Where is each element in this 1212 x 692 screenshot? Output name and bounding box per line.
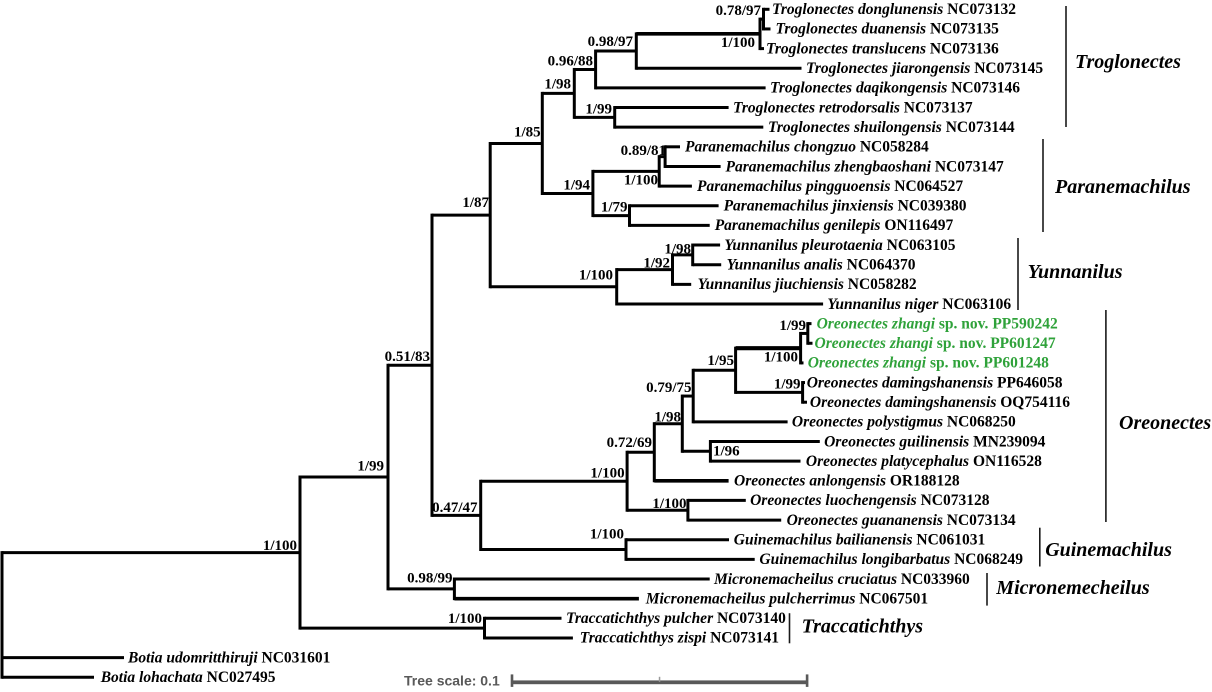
svg-text:Oreonectes damingshanensis OQ7: Oreonectes damingshanensis OQ754116 xyxy=(810,394,1070,411)
svg-text:1/100: 1/100 xyxy=(579,268,613,284)
svg-text:Tree scale: 0.1: Tree scale: 0.1 xyxy=(404,673,500,689)
svg-text:1/100: 1/100 xyxy=(448,611,482,627)
svg-text:Troglonectes translucens NC073: Troglonectes translucens NC073136 xyxy=(766,40,999,57)
svg-text:Oreonectes polystigmus NC06825: Oreonectes polystigmus NC068250 xyxy=(792,414,1016,431)
svg-text:Troglonectes donglunensis NC07: Troglonectes donglunensis NC073132 xyxy=(772,1,1016,18)
svg-text:Paranemachilus zhengbaoshani N: Paranemachilus zhengbaoshani NC073147 xyxy=(726,158,1004,175)
svg-text:Guinemachilus longibarbatus NC: Guinemachilus longibarbatus NC068249 xyxy=(759,551,1023,568)
svg-text:1/99: 1/99 xyxy=(357,459,384,475)
svg-text:Oreonectes zhangi sp. nov. PP5: Oreonectes zhangi sp. nov. PP590242 xyxy=(817,315,1058,332)
svg-text:1/100: 1/100 xyxy=(590,526,624,542)
svg-text:1/99: 1/99 xyxy=(779,318,806,334)
svg-text:Troglonectes jiarongensis NC07: Troglonectes jiarongensis NC073145 xyxy=(806,60,1043,77)
svg-text:Paranemachilus genilepis ON116: Paranemachilus genilepis ON116497 xyxy=(715,217,954,234)
svg-text:1/94: 1/94 xyxy=(563,178,590,194)
svg-text:0.51/83: 0.51/83 xyxy=(385,349,430,365)
svg-text:1/99: 1/99 xyxy=(585,101,612,117)
svg-text:1/99: 1/99 xyxy=(774,377,801,393)
svg-text:Micronemacheilus pulcherrimus: Micronemacheilus pulcherrimus NC067501 xyxy=(645,590,928,607)
svg-text:1/100: 1/100 xyxy=(590,466,624,482)
svg-text:Oreonectes zhangi sp. nov. PP6: Oreonectes zhangi sp. nov. PP601248 xyxy=(808,355,1049,372)
svg-text:Traccatichthys: Traccatichthys xyxy=(802,616,924,638)
svg-text:1/96: 1/96 xyxy=(713,443,740,459)
svg-text:Oreonectes damingshanensis PP6: Oreonectes damingshanensis PP646058 xyxy=(807,374,1063,391)
svg-text:Yunnanilus analis NC064370: Yunnanilus analis NC064370 xyxy=(727,257,916,274)
svg-text:1/79: 1/79 xyxy=(601,200,628,216)
svg-text:0.78/97: 0.78/97 xyxy=(716,3,762,19)
svg-text:1/95: 1/95 xyxy=(707,353,734,369)
svg-text:Oreonectes guananensis NC07313: Oreonectes guananensis NC073134 xyxy=(787,512,1016,529)
svg-text:Yunnanilus pleurotaenia NC0631: Yunnanilus pleurotaenia NC063105 xyxy=(724,237,955,254)
svg-text:0.98/99: 0.98/99 xyxy=(407,571,452,587)
svg-text:1/100: 1/100 xyxy=(263,538,297,554)
svg-text:1/100: 1/100 xyxy=(624,173,658,189)
svg-text:0.98/97: 0.98/97 xyxy=(588,34,634,50)
svg-text:0.96/88: 0.96/88 xyxy=(548,54,593,70)
svg-text:Micronemecheilus: Micronemecheilus xyxy=(995,577,1150,599)
svg-text:Yunnanilus niger NC063106: Yunnanilus niger NC063106 xyxy=(827,296,1011,313)
svg-text:Guinemachilus bailianensis NC0: Guinemachilus bailianensis NC061031 xyxy=(734,532,986,549)
svg-text:Paranemachilus: Paranemachilus xyxy=(1054,176,1191,198)
svg-text:Oreonectes anlongensis OR18812: Oreonectes anlongensis OR188128 xyxy=(734,473,960,490)
svg-text:0.79/75: 0.79/75 xyxy=(646,380,691,396)
svg-text:1/98: 1/98 xyxy=(544,77,571,93)
svg-text:1/100: 1/100 xyxy=(652,496,686,512)
svg-text:Guinemachilus: Guinemachilus xyxy=(1045,539,1172,561)
svg-text:Oreonectes platycephalus ON116: Oreonectes platycephalus ON116528 xyxy=(806,453,1042,470)
svg-text:Micronemacheilus cruciatus NC0: Micronemacheilus cruciatus NC033960 xyxy=(713,571,970,588)
svg-text:Troglonectes shuilongensis NC0: Troglonectes shuilongensis NC073144 xyxy=(768,119,1015,136)
svg-text:Oreonectes luochengensis NC073: Oreonectes luochengensis NC073128 xyxy=(750,492,990,509)
svg-text:0.47/47: 0.47/47 xyxy=(432,500,478,516)
svg-text:0.72/69: 0.72/69 xyxy=(607,435,652,451)
svg-text:Traccatichthys pulcher NC07314: Traccatichthys pulcher NC073140 xyxy=(566,610,786,627)
svg-text:Paranemachilus chongzuo NC0582: Paranemachilus chongzuo NC058284 xyxy=(685,139,929,156)
svg-text:Oreonectes: Oreonectes xyxy=(1119,412,1211,434)
svg-text:Yunnanilus: Yunnanilus xyxy=(1028,261,1123,283)
svg-text:Troglonectes duanensis NC07313: Troglonectes duanensis NC073135 xyxy=(776,21,1000,38)
svg-text:1/100: 1/100 xyxy=(764,350,798,366)
svg-text:Traccatichthys zispi NC073141: Traccatichthys zispi NC073141 xyxy=(580,630,779,647)
svg-text:Troglonectes retrodorsalis NC0: Troglonectes retrodorsalis NC073137 xyxy=(733,99,973,116)
svg-text:1/87: 1/87 xyxy=(462,195,489,211)
svg-text:Oreonectes guilinensis MN23909: Oreonectes guilinensis MN239094 xyxy=(824,433,1046,450)
svg-text:1/98: 1/98 xyxy=(664,242,691,258)
svg-text:1/85: 1/85 xyxy=(514,124,541,140)
svg-text:1/92: 1/92 xyxy=(643,256,670,272)
svg-text:1/100: 1/100 xyxy=(721,35,755,51)
svg-text:0.89/81: 0.89/81 xyxy=(621,143,666,159)
svg-text:Paranemachilus jinxiensis NC03: Paranemachilus jinxiensis NC039380 xyxy=(724,198,967,215)
svg-text:Botia udomritthiruji NC031601: Botia udomritthiruji NC031601 xyxy=(127,649,330,666)
svg-text:1/98: 1/98 xyxy=(654,409,681,425)
svg-text:Botia lohachata NC027495: Botia lohachata NC027495 xyxy=(100,669,276,686)
svg-text:Troglonectes daqikongensis NC0: Troglonectes daqikongensis NC073146 xyxy=(770,80,1020,97)
svg-text:Yunnanilus jiuchiensis NC05828: Yunnanilus jiuchiensis NC058282 xyxy=(698,276,917,293)
svg-text:Troglonectes: Troglonectes xyxy=(1075,51,1181,73)
svg-text:Oreonectes zhangi sp. nov. PP6: Oreonectes zhangi sp. nov. PP601247 xyxy=(815,335,1056,352)
svg-text:Paranemachilus pingguoensis NC: Paranemachilus pingguoensis NC064527 xyxy=(697,178,963,195)
